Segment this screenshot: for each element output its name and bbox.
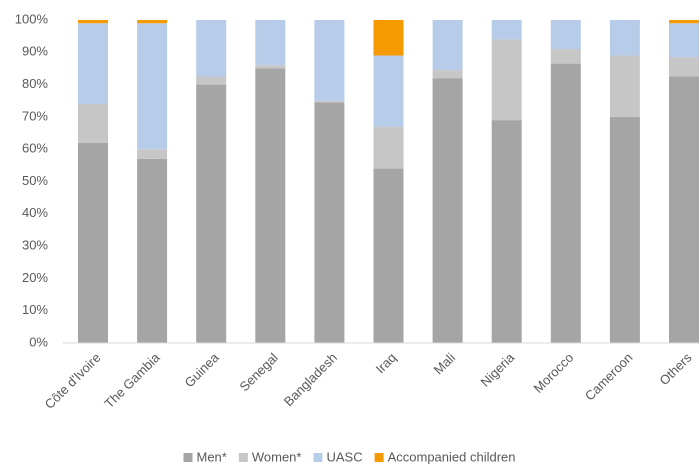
bar-segment: [255, 20, 286, 66]
bar-segment: [78, 142, 108, 343]
bar-segment: [137, 158, 168, 343]
y-tick-label: 0%: [29, 334, 48, 349]
bar-segment: [550, 49, 581, 64]
x-tick-label: Mali: [431, 350, 459, 378]
bar-segment: [314, 102, 345, 344]
x-tick-label: Côte d'Ivoire: [42, 350, 104, 412]
legend-label: Women*: [252, 449, 302, 464]
bar-segment: [196, 20, 227, 77]
legend-swatch: [183, 453, 193, 462]
bar-segment: [196, 76, 227, 85]
legend-label: UASC: [326, 449, 362, 464]
bar-segment: [432, 70, 463, 79]
x-tick-label: Cameroon: [582, 350, 636, 404]
bar-segment: [255, 68, 286, 343]
bar-segment: [373, 55, 404, 127]
x-tick-label: Senegal: [237, 350, 281, 394]
bar-segment: [137, 149, 168, 159]
bar-segment: [669, 20, 699, 24]
y-tick-label: 40%: [22, 205, 48, 220]
legend-label: Men*: [196, 449, 226, 464]
x-tick-label: Nigeria: [478, 349, 518, 389]
bar-segment: [196, 84, 227, 343]
bar-segment: [491, 120, 522, 343]
y-tick-label: 30%: [22, 238, 48, 253]
bar-segment: [137, 20, 168, 24]
bar-segment: [491, 20, 522, 40]
bar-segment: [669, 23, 699, 58]
bar-segment: [78, 23, 108, 104]
bar-segment: [609, 116, 640, 344]
bar-segment: [550, 63, 581, 343]
bar-segment: [373, 20, 404, 56]
bar-segment: [609, 20, 640, 56]
y-tick-label: 70%: [22, 108, 48, 123]
bar-segment: [432, 20, 463, 71]
bar-segment: [669, 76, 699, 344]
bar-segment: [137, 23, 168, 150]
y-tick-label: 50%: [22, 173, 48, 188]
legend-swatch: [238, 453, 248, 462]
bar-segment: [314, 20, 345, 101]
bar-segment: [314, 100, 345, 103]
x-tick-label: Bangladesh: [281, 350, 340, 409]
bar-segment: [373, 168, 404, 343]
y-tick-label: 90%: [22, 44, 48, 59]
y-tick-label: 80%: [22, 76, 48, 91]
y-tick-label: 10%: [22, 302, 48, 317]
x-tick-label: Others: [656, 350, 695, 389]
x-tick-label: Guinea: [182, 349, 223, 390]
legend-swatch: [374, 453, 384, 462]
bar-segment: [373, 126, 404, 169]
x-tick-label: Iraq: [373, 350, 399, 376]
bar-segment: [432, 78, 463, 343]
bar-segment: [609, 55, 640, 117]
bar-segment: [491, 39, 522, 121]
y-tick-label: 60%: [22, 141, 48, 156]
y-tick-label: 100%: [15, 11, 49, 26]
bar-segment: [550, 20, 581, 50]
bar-segment: [669, 57, 699, 77]
y-tick-label: 20%: [22, 270, 48, 285]
x-tick-label: Morocco: [530, 350, 576, 396]
legend-label: Accompanied children: [388, 449, 516, 464]
bar-segment: [78, 20, 108, 24]
bar-segment: [78, 103, 108, 143]
x-tick-label: The Gambia: [101, 349, 163, 411]
legend-swatch: [313, 453, 323, 462]
bar-segment: [255, 65, 286, 69]
